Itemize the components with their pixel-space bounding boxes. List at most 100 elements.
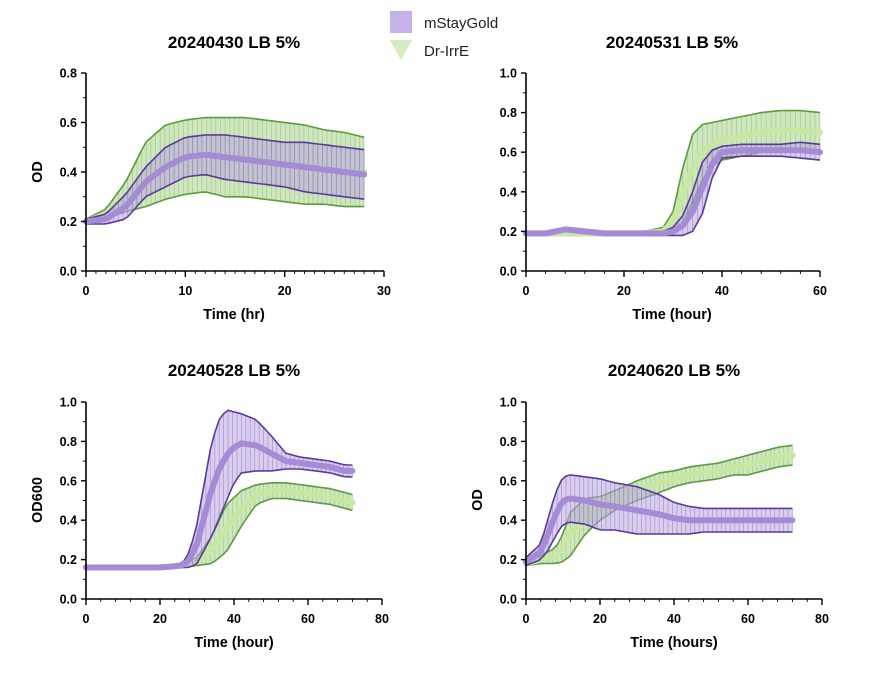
chart-title: 20240531 LB 5% bbox=[606, 33, 738, 52]
y-tick-label: 0.2 bbox=[500, 225, 517, 239]
data-point-mstaygold bbox=[739, 147, 745, 153]
error-band-mstaygold bbox=[86, 410, 353, 569]
y-axis-label: OD bbox=[30, 161, 46, 183]
y-axis-label: OD bbox=[470, 489, 486, 511]
data-point-mstaygold bbox=[634, 507, 640, 513]
y-tick-label: 0.6 bbox=[60, 116, 77, 130]
error-lower-edge-dr-irre bbox=[525, 464, 793, 567]
y-tick-label: 1.0 bbox=[60, 396, 77, 410]
data-point-mstaygold bbox=[745, 517, 751, 523]
data-point-mstaygold bbox=[715, 517, 722, 523]
y-tick-label: 0.4 bbox=[60, 166, 77, 180]
x-tick-label: 40 bbox=[227, 612, 241, 626]
data-point-dr-irre bbox=[670, 218, 676, 225]
data-point-mstaygold bbox=[162, 164, 169, 170]
data-point-dr-irre bbox=[567, 531, 574, 537]
data-point-mstaygold bbox=[660, 230, 666, 236]
y-tick-label: 0.6 bbox=[500, 146, 517, 160]
data-point-dr-irre bbox=[327, 494, 333, 500]
error-upper-edge-mstaygold bbox=[525, 474, 793, 559]
chart-title: 20240528 LB 5% bbox=[168, 361, 300, 380]
data-point-mstaygold bbox=[601, 230, 608, 236]
data-point-dr-irre bbox=[298, 490, 304, 496]
data-point-mstaygold bbox=[778, 147, 784, 153]
data-point-mstaygold bbox=[201, 513, 207, 519]
data-point-mstaygold bbox=[709, 161, 715, 167]
data-point-mstaygold bbox=[224, 452, 230, 458]
data-point-dr-irre bbox=[560, 545, 566, 551]
chart-title: 20240620 LB 5% bbox=[608, 361, 740, 380]
data-point-mstaygold bbox=[538, 549, 544, 555]
error-upper-edge-dr-irre bbox=[85, 116, 365, 220]
data-point-mstaygold bbox=[194, 541, 200, 547]
x-tick-label: 20 bbox=[278, 284, 292, 298]
error-upper-edge-mstaygold bbox=[85, 134, 365, 220]
data-point-mstaygold bbox=[621, 230, 627, 236]
legend: mStayGold Dr-IrrE bbox=[390, 11, 498, 60]
data-point-mstaygold bbox=[202, 152, 208, 158]
data-point-dr-irre bbox=[686, 472, 692, 478]
y-tick-label: 0.4 bbox=[500, 514, 517, 528]
y-tick-label: 0.2 bbox=[500, 553, 517, 567]
legend-swatch-mstaygold bbox=[390, 11, 412, 33]
data-point-mstaygold bbox=[612, 503, 618, 509]
chart-panel-20240620: 20240620 LB 5% Time (hours) OD 0.0 0.2 0.4… bbox=[470, 361, 829, 651]
error-band-dr-irre bbox=[86, 482, 353, 569]
data-point-dr-irre bbox=[709, 141, 715, 147]
data-point-mstaygold bbox=[341, 169, 347, 175]
data-point-dr-irre bbox=[789, 452, 796, 458]
data-point-dr-irre bbox=[342, 497, 348, 504]
x-tick-label: 20 bbox=[617, 284, 631, 298]
data-point-mstaygold bbox=[182, 154, 188, 160]
data-point-mstaygold bbox=[312, 462, 318, 468]
data-point-mstaygold bbox=[120, 564, 126, 571]
data-point-mstaygold bbox=[268, 450, 274, 456]
x-tick-label: 0 bbox=[83, 284, 90, 298]
data-point-mstaygold bbox=[701, 517, 707, 523]
data-point-mstaygold bbox=[545, 531, 551, 537]
chart-panel-20240528: 20240528 LB 5% Time (hour) OD600 0.0 0.2 0… bbox=[30, 361, 389, 651]
data-point-mstaygold bbox=[216, 466, 222, 472]
x-tick-label: 10 bbox=[178, 284, 192, 298]
data-point-mstaygold bbox=[349, 468, 355, 474]
data-point-dr-irre bbox=[699, 149, 706, 155]
chart-panel-20240430: 20240430 LB 5% Time (hr) OD 0.0 0.2 0.4 0.6… bbox=[30, 33, 391, 323]
data-point-mstaygold bbox=[283, 458, 289, 464]
data-point-mstaygold bbox=[775, 517, 781, 523]
legend-label-mstaygold: mStayGold bbox=[424, 15, 498, 32]
data-point-dr-irre bbox=[817, 129, 823, 135]
data-point-dr-irre bbox=[253, 492, 259, 498]
data-point-dr-irre bbox=[739, 133, 745, 139]
data-point-mstaygold bbox=[157, 564, 163, 571]
data-point-mstaygold bbox=[301, 164, 308, 170]
data-point-mstaygold bbox=[680, 222, 686, 229]
data-point-dr-irre bbox=[283, 488, 289, 494]
data-point-mstaygold bbox=[543, 230, 549, 236]
data-point-mstaygold bbox=[582, 228, 588, 234]
data-point-mstaygold bbox=[758, 147, 764, 153]
data-point-mstaygold bbox=[567, 495, 574, 502]
data-point-mstaygold bbox=[699, 185, 706, 191]
data-point-mstaygold bbox=[797, 147, 804, 153]
data-point-mstaygold bbox=[671, 515, 677, 521]
data-point-mstaygold bbox=[686, 517, 692, 523]
legend-label-dr-irre: Dr-IrrE bbox=[424, 43, 469, 60]
data-point-dr-irre bbox=[701, 470, 707, 476]
y-tick-label: 0.0 bbox=[500, 265, 517, 279]
data-point-mstaygold bbox=[789, 517, 796, 523]
data-point-dr-irre bbox=[656, 480, 662, 486]
y-tick-label: 0.6 bbox=[60, 474, 77, 488]
data-point-mstaygold bbox=[760, 517, 766, 523]
data-point-dr-irre bbox=[238, 505, 244, 511]
data-point-mstaygold bbox=[321, 166, 327, 173]
x-axis-label: Time (hour) bbox=[632, 307, 712, 323]
y-tick-label: 0.8 bbox=[60, 67, 77, 81]
data-point-mstaygold bbox=[690, 209, 696, 215]
data-point-dr-irre bbox=[690, 165, 696, 171]
data-point-mstaygold bbox=[253, 442, 259, 448]
x-tick-label: 80 bbox=[815, 612, 829, 626]
data-point-mstaygold bbox=[187, 557, 193, 563]
y-tick-label: 0.8 bbox=[500, 106, 517, 120]
data-point-mstaygold bbox=[730, 517, 736, 523]
